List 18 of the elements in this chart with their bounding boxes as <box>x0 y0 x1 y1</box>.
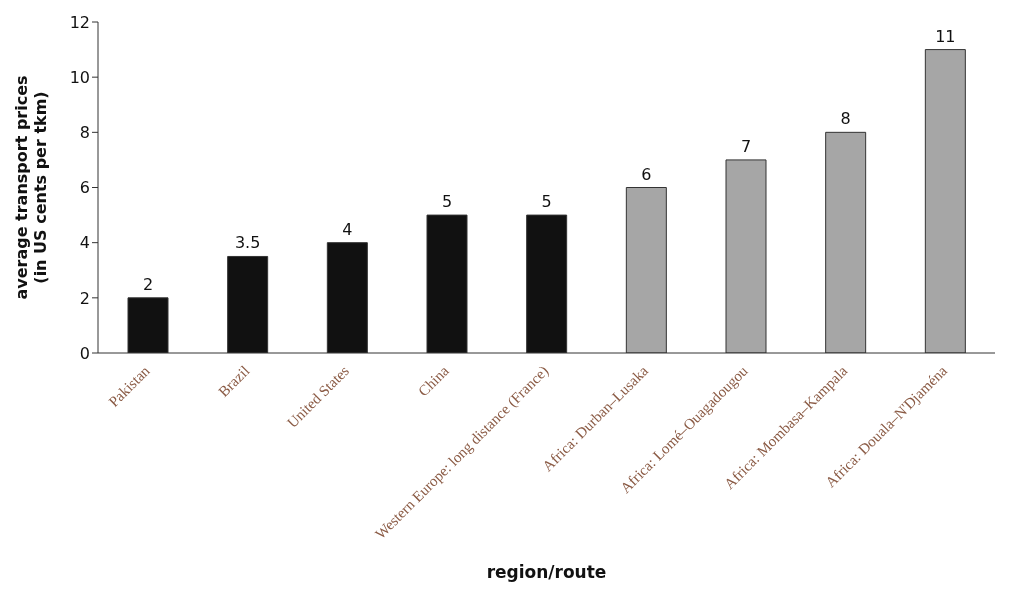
data-label: 8 <box>840 109 851 129</box>
y-tick-label: 0 <box>79 343 90 363</box>
y-tick-label: 8 <box>79 123 90 143</box>
data-label: 5 <box>441 192 453 212</box>
data-label: 4 <box>342 219 353 239</box>
data-label: 11 <box>935 26 956 46</box>
y-tick-label: 10 <box>69 67 90 87</box>
data-label: 6 <box>641 164 652 184</box>
y-tick-label: 2 <box>79 288 90 308</box>
y-tick-label: 6 <box>79 178 90 198</box>
y-tick-label: 12 <box>69 12 90 32</box>
data-label: 7 <box>740 136 752 156</box>
data-label: 5 <box>541 192 552 212</box>
data-label: 3.5 <box>234 233 261 253</box>
y-axis-title: average transport prices (in US cents per tkm) <box>12 75 50 300</box>
y-tick-label: 4 <box>79 233 90 253</box>
x-axis-title: region/route <box>486 562 607 582</box>
data-label: 2 <box>142 274 154 294</box>
